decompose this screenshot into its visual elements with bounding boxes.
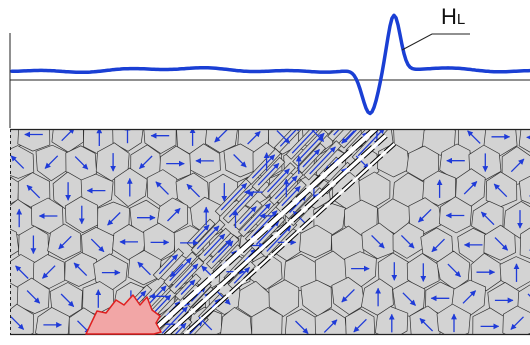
signal-label: HL: [441, 6, 465, 28]
magnetization-arrow: [0, 184, 9, 197]
leakage-field-signal-curve: [12, 15, 530, 113]
magnetization-arrow: [0, 129, 11, 142]
grain: [18, 115, 50, 151]
aligned-arrow: [313, 92, 335, 115]
deformed-grain: [323, 98, 358, 135]
deformed-grain: [316, 91, 351, 127]
deformed-grain: [307, 86, 341, 121]
aligned-arrow: [322, 97, 345, 121]
label-leader-line: [402, 34, 470, 50]
aligned-arrow: [329, 104, 352, 129]
